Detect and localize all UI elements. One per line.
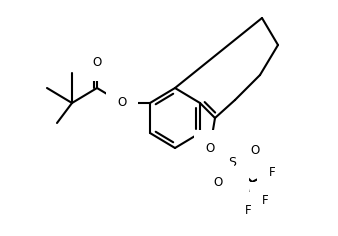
Text: O: O [213,176,223,189]
Text: F: F [245,203,251,216]
Text: O: O [92,56,102,69]
Text: F: F [269,165,275,178]
Text: F: F [262,194,268,206]
Text: O: O [117,97,127,110]
Text: O: O [206,142,215,155]
Text: O: O [250,143,260,156]
Text: S: S [228,156,236,169]
